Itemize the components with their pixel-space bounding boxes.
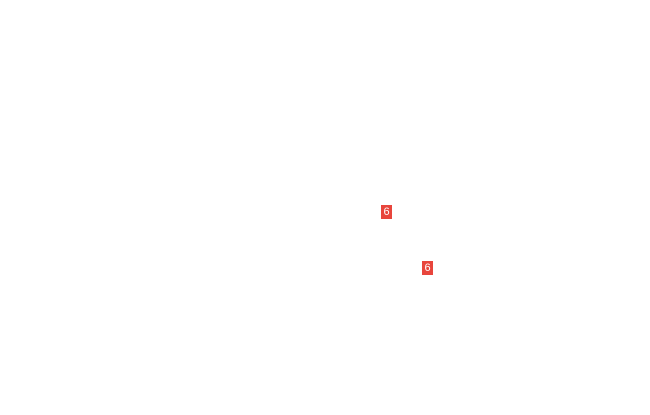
count-badge: 6 (422, 261, 433, 275)
count-badge: 6 (381, 205, 392, 219)
